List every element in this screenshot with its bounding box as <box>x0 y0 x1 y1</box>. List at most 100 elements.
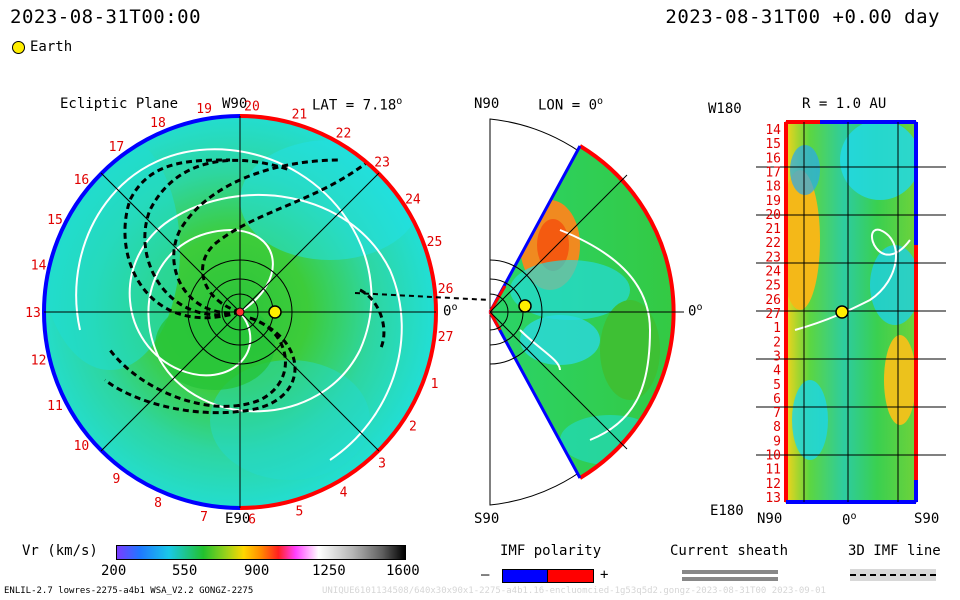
rim-number-26: 26 <box>438 282 454 297</box>
rim-number-7: 7 <box>200 510 208 525</box>
sun-marker <box>235 307 245 317</box>
rim-number-14: 14 <box>31 258 47 273</box>
current-sheath-swatch-bottom <box>682 577 778 581</box>
earth-marker-radial <box>835 305 849 319</box>
rim-number-10: 10 <box>74 439 90 454</box>
radial-number-21: 21 <box>765 222 781 237</box>
earth-legend-label: Earth <box>30 39 73 55</box>
radial-number-11: 11 <box>765 463 781 478</box>
imf-line-swatch <box>850 574 936 576</box>
ecliptic-w90-label: W90 <box>222 96 248 112</box>
radial-number-10: 10 <box>765 449 781 464</box>
earth-marker-meridional <box>518 299 532 313</box>
rim-number-11: 11 <box>47 399 63 414</box>
vr-tick-1600: 1600 <box>386 563 420 579</box>
radial-number-17: 17 <box>765 166 781 181</box>
vr-legend-title: Vr (km/s) <box>22 543 98 559</box>
current-sheath-title: Current sheath <box>670 543 789 559</box>
rim-number-8: 8 <box>154 496 162 511</box>
radial-number-7: 7 <box>773 406 781 421</box>
radial-number-4: 4 <box>773 364 781 379</box>
earth-legend-icon <box>12 41 25 54</box>
current-sheath-swatch-top <box>682 570 778 574</box>
radial-n90-label: N90 <box>757 511 783 527</box>
ecliptic-title: Ecliptic Plane <box>60 96 179 112</box>
right-datetime: 2023-08-31T00 +0.00 day <box>665 6 940 28</box>
radial-zero-label: 0o <box>842 511 857 529</box>
meridional-lon-label: LON = 0o <box>538 96 604 114</box>
radial-number-5: 5 <box>773 378 781 393</box>
rim-number-23: 23 <box>374 155 390 170</box>
rim-number-19: 19 <box>196 102 212 117</box>
radial-number-3: 3 <box>773 350 781 365</box>
earth-marker-ecliptic <box>268 305 282 319</box>
sheath-contours <box>75 148 403 461</box>
rim-number-22: 22 <box>336 127 352 142</box>
left-datetime: 2023-08-31T00:00 <box>10 6 202 28</box>
vr-colorbar <box>116 545 406 560</box>
rim-number-25: 25 <box>427 235 443 250</box>
rim-number-12: 12 <box>31 354 47 369</box>
rim-number-13: 13 <box>25 306 41 321</box>
radial-number-22: 22 <box>765 236 781 251</box>
imf-positive-swatch <box>547 569 594 583</box>
radial-number-14: 14 <box>765 123 781 138</box>
radial-number-9: 9 <box>773 434 781 449</box>
radial-number-12: 12 <box>765 477 781 492</box>
imf-polarity-title: IMF polarity <box>500 543 602 559</box>
radial-number-26: 26 <box>765 293 781 308</box>
rim-number-17: 17 <box>109 140 125 155</box>
radial-axis-numbers: 1415161718192021222324252627123456789101… <box>765 123 781 506</box>
rim-number-27: 27 <box>438 330 454 345</box>
radial-number-25: 25 <box>765 279 781 294</box>
radial-number-24: 24 <box>765 265 781 280</box>
rim-number-1: 1 <box>431 377 439 392</box>
meridional-n90-label: N90 <box>474 96 500 112</box>
radial-number-20: 20 <box>765 208 781 223</box>
meridional-zero-label: 0o <box>688 302 703 320</box>
imf-line-title: 3D IMF line <box>848 543 941 559</box>
radial-number-6: 6 <box>773 392 781 407</box>
rim-number-24: 24 <box>405 192 421 207</box>
ecliptic-zero-label: 0o <box>443 302 458 320</box>
rim-number-20: 20 <box>244 99 260 114</box>
meridional-s90-label: S90 <box>474 511 500 527</box>
radial-number-13: 13 <box>765 491 781 506</box>
rim-number-5: 5 <box>295 504 303 519</box>
radial-number-19: 19 <box>765 194 781 209</box>
rim-number-21: 21 <box>292 108 308 123</box>
radial-number-27: 27 <box>765 307 781 322</box>
imf-plus-label: + <box>600 567 609 583</box>
vr-tick-900: 900 <box>244 563 270 579</box>
ecliptic-lat-label: LAT = 7.18o <box>312 96 403 114</box>
radial-w180-label: W180 <box>708 101 742 117</box>
vr-tick-1250: 1250 <box>312 563 346 579</box>
imf-field-lines <box>104 158 386 415</box>
radial-number-1: 1 <box>773 321 781 336</box>
imf-minus-label: – <box>481 567 490 583</box>
footer-left-caption: ENLIL-2.7 lowres-2275-a4b1 WSA_V2.2 GONG… <box>4 586 254 596</box>
rim-number-6: 6 <box>248 513 256 528</box>
vr-tick-200: 200 <box>101 563 127 579</box>
radial-number-23: 23 <box>765 250 781 265</box>
rim-number-15: 15 <box>47 213 63 228</box>
meridional-panel <box>488 118 684 506</box>
radial-e180-label: E180 <box>710 503 744 519</box>
vr-tick-550: 550 <box>172 563 198 579</box>
radial-title: R = 1.0 AU <box>802 96 887 112</box>
rim-number-2: 2 <box>409 420 417 435</box>
rim-number-3: 3 <box>378 457 386 472</box>
radial-panel <box>756 120 946 504</box>
radial-s90-label: S90 <box>914 511 940 527</box>
ecliptic-e90-label: E90 <box>225 511 251 527</box>
ecliptic-rim-numbers: 19 20212223242526271234567891011121314151… <box>25 99 453 527</box>
rim-number-9: 9 <box>112 472 120 487</box>
rim-number-18: 18 <box>150 116 166 131</box>
imf-negative-swatch <box>502 569 549 583</box>
rim-number-16: 16 <box>74 173 90 188</box>
radial-number-18: 18 <box>765 180 781 195</box>
radial-number-8: 8 <box>773 420 781 435</box>
footer-right-caption: UNIQUE6101134508/640x30x90x1-2275-a4b1.1… <box>322 586 826 596</box>
rim-number-4: 4 <box>340 485 348 500</box>
